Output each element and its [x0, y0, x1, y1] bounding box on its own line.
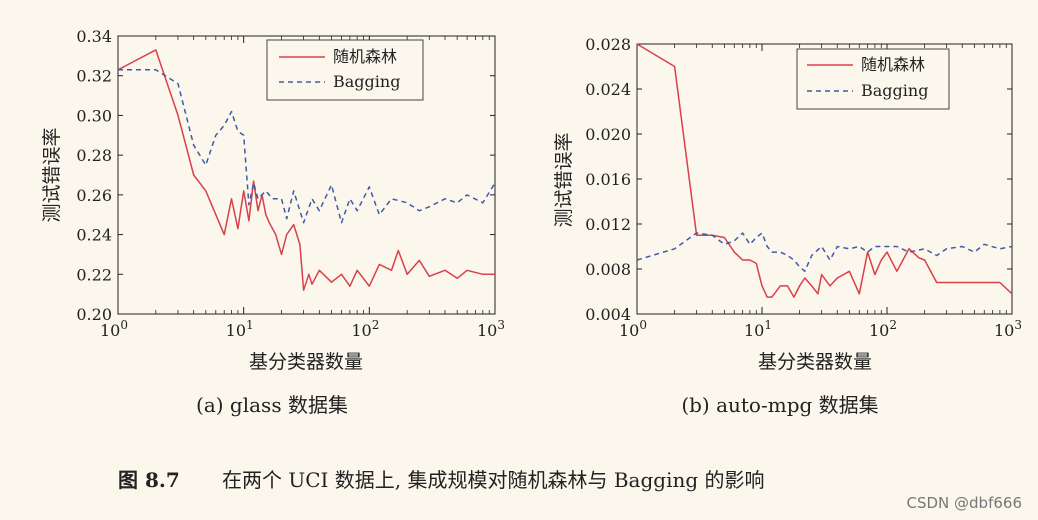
x-axis-label: 基分类器数量: [758, 351, 872, 373]
legend-label-rf: 随机森林: [333, 47, 397, 66]
series-group: [117, 49, 496, 291]
y-tick-label: 0.20: [76, 305, 112, 324]
y-tick-label: 0.34: [76, 27, 112, 46]
series-line-bagging: [118, 69, 496, 224]
x-tick-label: 102: [869, 318, 897, 340]
legend: 随机森林 Bagging: [796, 48, 950, 110]
y-tick-label: 0.28: [76, 146, 112, 165]
y-axis-label: 测试错误率: [41, 127, 63, 222]
y-tick-label: 0.008: [585, 260, 631, 279]
svg-text:测试错误率: 测试错误率: [553, 132, 575, 227]
x-ticks: 100 101 102 103: [619, 44, 1022, 340]
y-tick-label: 0.012: [585, 215, 631, 234]
x-tick-label: 102: [351, 318, 379, 340]
y-tick-label: 0.016: [585, 170, 631, 189]
caption-label: 图 8.7: [118, 468, 180, 492]
watermark: CSDN @dbf666: [907, 494, 1023, 512]
x-tick-label: 101: [226, 318, 254, 340]
legend: 随机森林 Bagging: [266, 39, 424, 101]
x-tick-label: 101: [744, 318, 772, 340]
x-tick-label: 100: [619, 318, 647, 340]
series-line-bagging: [636, 232, 1013, 273]
y-tick-label: 0.30: [76, 106, 112, 125]
y-tick-label: 0.32: [76, 67, 112, 86]
legend-label-bagging: Bagging: [333, 72, 400, 91]
x-tick-label: 103: [477, 318, 505, 340]
y-tick-label: 0.24: [76, 226, 112, 245]
figure-caption: 图 8.7 在两个 UCI 数据上, 集成规模对随机森林与 Bagging 的影…: [118, 468, 765, 492]
x-ticks: 100 101 102 103: [100, 36, 505, 340]
series-group: [636, 43, 1013, 298]
chart-panel-glass: 0.200.220.240.260.280.300.320.34 100 101 1…: [41, 27, 505, 417]
y-ticks: 0.20 0.22 0.24 0.26 0.28 0.30 0.32 0.34: [76, 27, 495, 324]
panel-subtitle: (a) glass 数据集: [196, 393, 348, 417]
x-tick-label: 100: [100, 318, 128, 340]
panel-subtitle: (b) auto-mpg 数据集: [681, 393, 878, 417]
svg-text:测试错误率: 测试错误率: [41, 127, 63, 222]
y-tick-label: 0.22: [76, 265, 112, 284]
y-tick-label: 0.004: [585, 305, 631, 324]
legend-label-bagging: Bagging: [861, 81, 928, 100]
y-tick-label: 0.26: [76, 186, 112, 205]
caption-text: 在两个 UCI 数据上, 集成规模对随机森林与 Bagging 的影响: [222, 468, 765, 492]
plot-frame: [117, 35, 496, 315]
y-tick-label: 0.028: [585, 35, 631, 54]
y-ticks: 0.004 0.008 0.012 0.016 0.020 0.024 0.028: [585, 35, 1012, 324]
x-tick-label: 103: [994, 318, 1022, 340]
x-axis-label: 基分类器数量: [249, 351, 363, 373]
y-tick-label: 0.024: [585, 80, 631, 99]
y-axis-label: 测试错误率: [553, 132, 575, 227]
legend-label-rf: 随机森林: [861, 55, 925, 74]
legend-box: [266, 39, 424, 101]
series-line-rf: [117, 49, 495, 291]
series-line-rf: [636, 43, 1013, 298]
y-tick-label: 0.020: [585, 125, 631, 144]
legend-box: [796, 48, 950, 110]
